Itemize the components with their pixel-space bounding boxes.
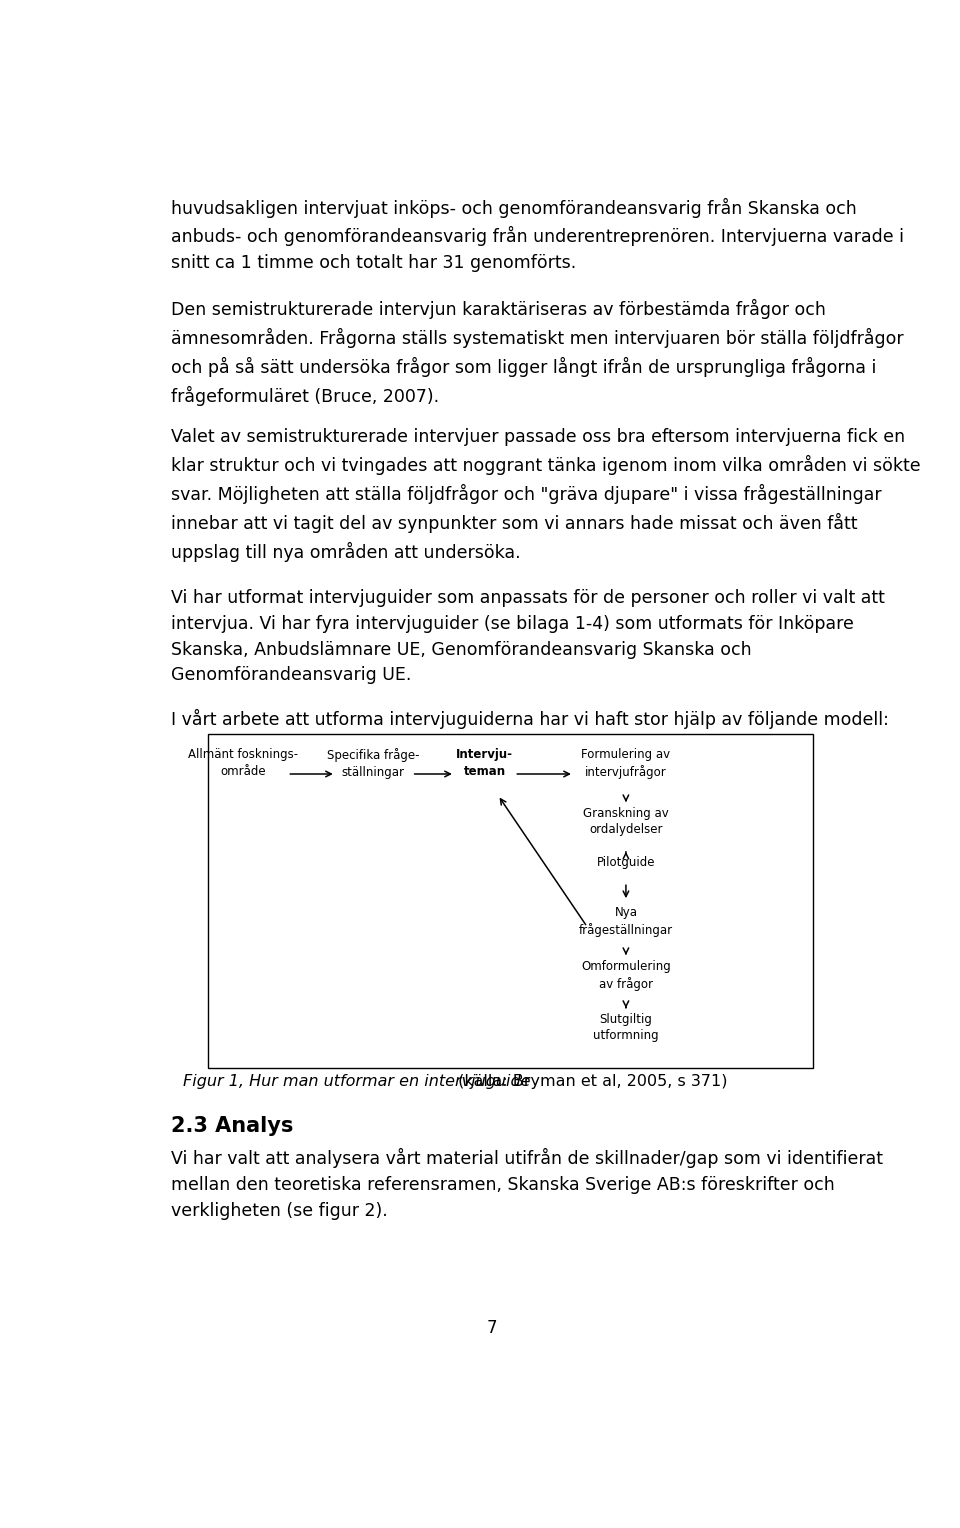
Text: 2.3 Analys: 2.3 Analys (171, 1117, 293, 1137)
Bar (207, 733, 813, 1068)
Text: Intervju-
teman: Intervju- teman (456, 749, 513, 778)
Text: Allmänt fosknings-
område: Allmänt fosknings- område (188, 749, 298, 778)
Text: Omformulering
av frågor: Omformulering av frågor (581, 960, 671, 990)
Text: I vårt arbete att utforma intervjuguiderna har vi haft stor hjälp av följande mo: I vårt arbete att utforma intervjuguider… (171, 709, 888, 729)
Text: 7: 7 (487, 1319, 497, 1337)
Text: Figur 1, Hur man utformar en intervjuguide: Figur 1, Hur man utformar en intervjugui… (183, 1074, 531, 1089)
Text: Vi har valt att analysera vårt material utifrån de skillnader/gap som vi identif: Vi har valt att analysera vårt material … (171, 1148, 882, 1219)
Text: Den semistrukturerade intervjun karaktäriseras av förbestämda frågor och
ämnesom: Den semistrukturerade intervjun karaktär… (171, 298, 903, 405)
Text: Formulering av
intervjufrågor: Formulering av intervjufrågor (582, 749, 670, 779)
Text: Granskning av
ordalydelser: Granskning av ordalydelser (583, 807, 669, 836)
Text: Valet av semistrukturerade intervjuer passade oss bra eftersom intervjuerna fick: Valet av semistrukturerade intervjuer pa… (171, 428, 921, 562)
Text: Pilotguide: Pilotguide (597, 856, 655, 869)
Text: Figur 1, Hur man utformar en intervjuguide: Figur 1, Hur man utformar en intervjugui… (183, 1074, 531, 1089)
Text: Slutgiltig
utformning: Slutgiltig utformning (593, 1013, 659, 1042)
Text: Vi har utformat intervjuguider som anpassats för de personer och roller vi valt : Vi har utformat intervjuguider som anpas… (171, 590, 884, 685)
Text: Nya
frågeställningar: Nya frågeställningar (579, 906, 673, 937)
Text: Specifika fråge-
ställningar: Specifika fråge- ställningar (326, 749, 420, 779)
Text: huvudsakligen intervjuat inköps- och genomförandeansvarig från Skanska och
anbud: huvudsakligen intervjuat inköps- och gen… (171, 197, 903, 272)
Text: (källa: Bryman et al, 2005, s 371): (källa: Bryman et al, 2005, s 371) (452, 1074, 727, 1089)
